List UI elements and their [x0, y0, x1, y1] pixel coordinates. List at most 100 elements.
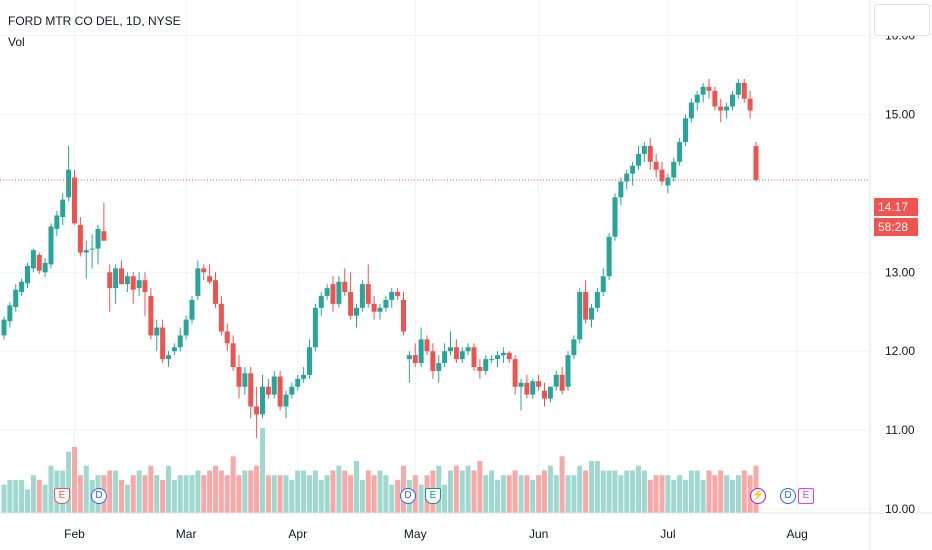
- volume-bar: [301, 470, 307, 513]
- candle-body: [706, 86, 712, 91]
- candle-body: [189, 299, 195, 320]
- candle-body: [389, 292, 395, 300]
- candle-body: [183, 319, 189, 336]
- price-axis-settings-button[interactable]: [874, 4, 930, 36]
- event-marker-e-green[interactable]: E: [425, 488, 441, 504]
- candle-body: [248, 373, 254, 407]
- candle-body: [688, 102, 694, 119]
- volume-bar: [171, 479, 177, 513]
- volume-bar: [700, 479, 706, 513]
- candle-body: [36, 254, 42, 271]
- candle-body: [277, 376, 283, 407]
- candle-body: [618, 181, 624, 198]
- candle-body: [13, 289, 19, 308]
- candle-body: [148, 295, 154, 336]
- candle-body: [224, 331, 230, 344]
- volume-bar: [189, 475, 195, 513]
- price-tick-label: 11.00: [885, 423, 914, 437]
- volume-bar: [671, 479, 677, 513]
- volume-bar: [13, 479, 19, 513]
- time-tick-label: Aug: [786, 527, 807, 541]
- volume-bar: [712, 475, 718, 513]
- volume-bar: [201, 475, 207, 513]
- candle-body: [600, 276, 606, 293]
- candle-body: [583, 292, 589, 320]
- candle-body: [166, 355, 171, 360]
- volume-bar: [119, 479, 124, 513]
- candle-body: [95, 228, 101, 249]
- volume-bar: [506, 475, 512, 513]
- event-marker-e-red[interactable]: E: [54, 488, 70, 504]
- candles: [1, 78, 759, 439]
- candle-body: [606, 236, 612, 277]
- candle-body: [735, 82, 741, 95]
- candle-body: [301, 374, 307, 379]
- candle-body: [418, 339, 424, 364]
- volume-bar: [641, 470, 647, 513]
- volume-bar: [160, 479, 166, 513]
- event-marker-d[interactable]: D: [400, 488, 416, 504]
- candle-body: [124, 276, 130, 285]
- volume-bar: [48, 465, 54, 513]
- candle-body: [242, 373, 248, 387]
- volume-bar: [207, 470, 213, 513]
- candle-body: [518, 382, 524, 387]
- volume-bar: [289, 479, 295, 513]
- volume-bar: [489, 470, 495, 513]
- volume-label: Vol: [8, 35, 25, 49]
- event-marker-e-pink[interactable]: E: [798, 488, 814, 504]
- candle-body: [412, 355, 418, 364]
- event-marker-d[interactable]: D: [91, 488, 107, 504]
- candle-body: [741, 82, 747, 99]
- candle-body: [154, 327, 160, 336]
- volume-bar: [365, 470, 371, 513]
- candle-body: [536, 381, 542, 387]
- candle-body: [594, 292, 600, 308]
- volume-bar: [583, 470, 589, 513]
- candle-body: [342, 281, 348, 293]
- candle-body: [318, 295, 324, 308]
- candle-body: [54, 215, 60, 229]
- volume-bar: [236, 475, 242, 513]
- volume-bar: [242, 470, 248, 513]
- candle-body: [465, 347, 471, 352]
- volume-bar: [72, 446, 77, 513]
- grid: [0, 0, 870, 513]
- candle-body: [718, 106, 724, 111]
- volume-bar: [107, 470, 113, 513]
- event-marker-d[interactable]: D: [780, 488, 796, 504]
- candle-body: [459, 351, 465, 360]
- candle-body: [77, 224, 83, 253]
- volume-bar: [500, 475, 506, 513]
- candle-body: [424, 339, 430, 352]
- candle-body: [377, 307, 383, 312]
- candle-body: [324, 288, 330, 296]
- volume-bar: [706, 470, 712, 513]
- volume-bar: [213, 465, 218, 513]
- volume-bar: [571, 475, 577, 513]
- event-marker-split[interactable]: ⚡: [750, 488, 766, 504]
- volume-bar: [565, 475, 571, 513]
- volume-bar: [718, 470, 724, 513]
- volume-bar: [195, 470, 201, 513]
- candle-body: [336, 281, 342, 304]
- volume-bar: [606, 470, 612, 513]
- volume-bar: [600, 470, 606, 513]
- volume-bar: [577, 465, 583, 513]
- candle-body: [683, 118, 688, 143]
- candle-body: [136, 280, 142, 289]
- candle-body: [565, 355, 571, 387]
- volume-bar: [36, 479, 42, 513]
- volume-bars: [1, 428, 759, 513]
- volume-bar: [618, 475, 624, 513]
- candle-body: [530, 381, 536, 395]
- volume-bar: [354, 461, 359, 513]
- candle-body: [589, 307, 594, 320]
- volume-bar: [7, 479, 13, 513]
- volume-bar: [271, 475, 277, 513]
- volume-bar: [260, 428, 265, 513]
- volume-bar: [1, 484, 7, 513]
- volume-bar: [448, 470, 453, 513]
- price-tick-label: 12.00: [885, 344, 915, 358]
